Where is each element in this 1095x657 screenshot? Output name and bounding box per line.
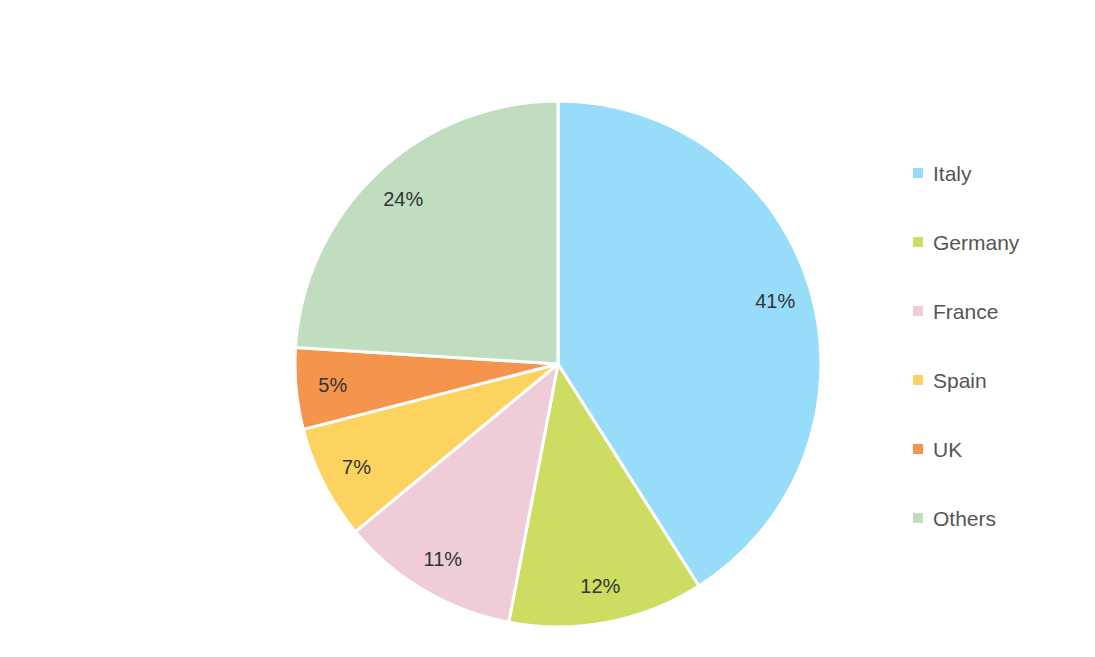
- legend-label: UK: [933, 438, 962, 461]
- legend-label: Others: [933, 507, 996, 530]
- data-label: 12%: [580, 575, 620, 597]
- legend-swatch: [913, 237, 923, 247]
- legend: Italy Germany France Spain UK Others: [913, 162, 1020, 530]
- legend-label: Italy: [933, 162, 972, 185]
- data-label: 7%: [342, 456, 371, 478]
- pie-slice: [296, 101, 558, 364]
- data-label: 24%: [383, 188, 423, 210]
- legend-swatch: [913, 306, 923, 316]
- slices: [295, 101, 821, 627]
- legend-swatch: [913, 513, 923, 523]
- legend-swatch: [913, 444, 923, 454]
- data-label: 41%: [755, 290, 795, 312]
- legend-swatch: [913, 168, 923, 178]
- legend-label: France: [933, 300, 998, 323]
- data-label: 5%: [318, 374, 347, 396]
- data-labels: 41% 12% 11% 7% 5% 24%: [318, 188, 795, 597]
- legend-swatch: [913, 375, 923, 385]
- legend-label: Germany: [933, 231, 1020, 254]
- legend-label: Spain: [933, 369, 987, 392]
- chart: 41% 12% 11% 7% 5% 24% Italy Germany France Spain U…: [0, 0, 1095, 657]
- data-label: 11%: [424, 548, 463, 570]
